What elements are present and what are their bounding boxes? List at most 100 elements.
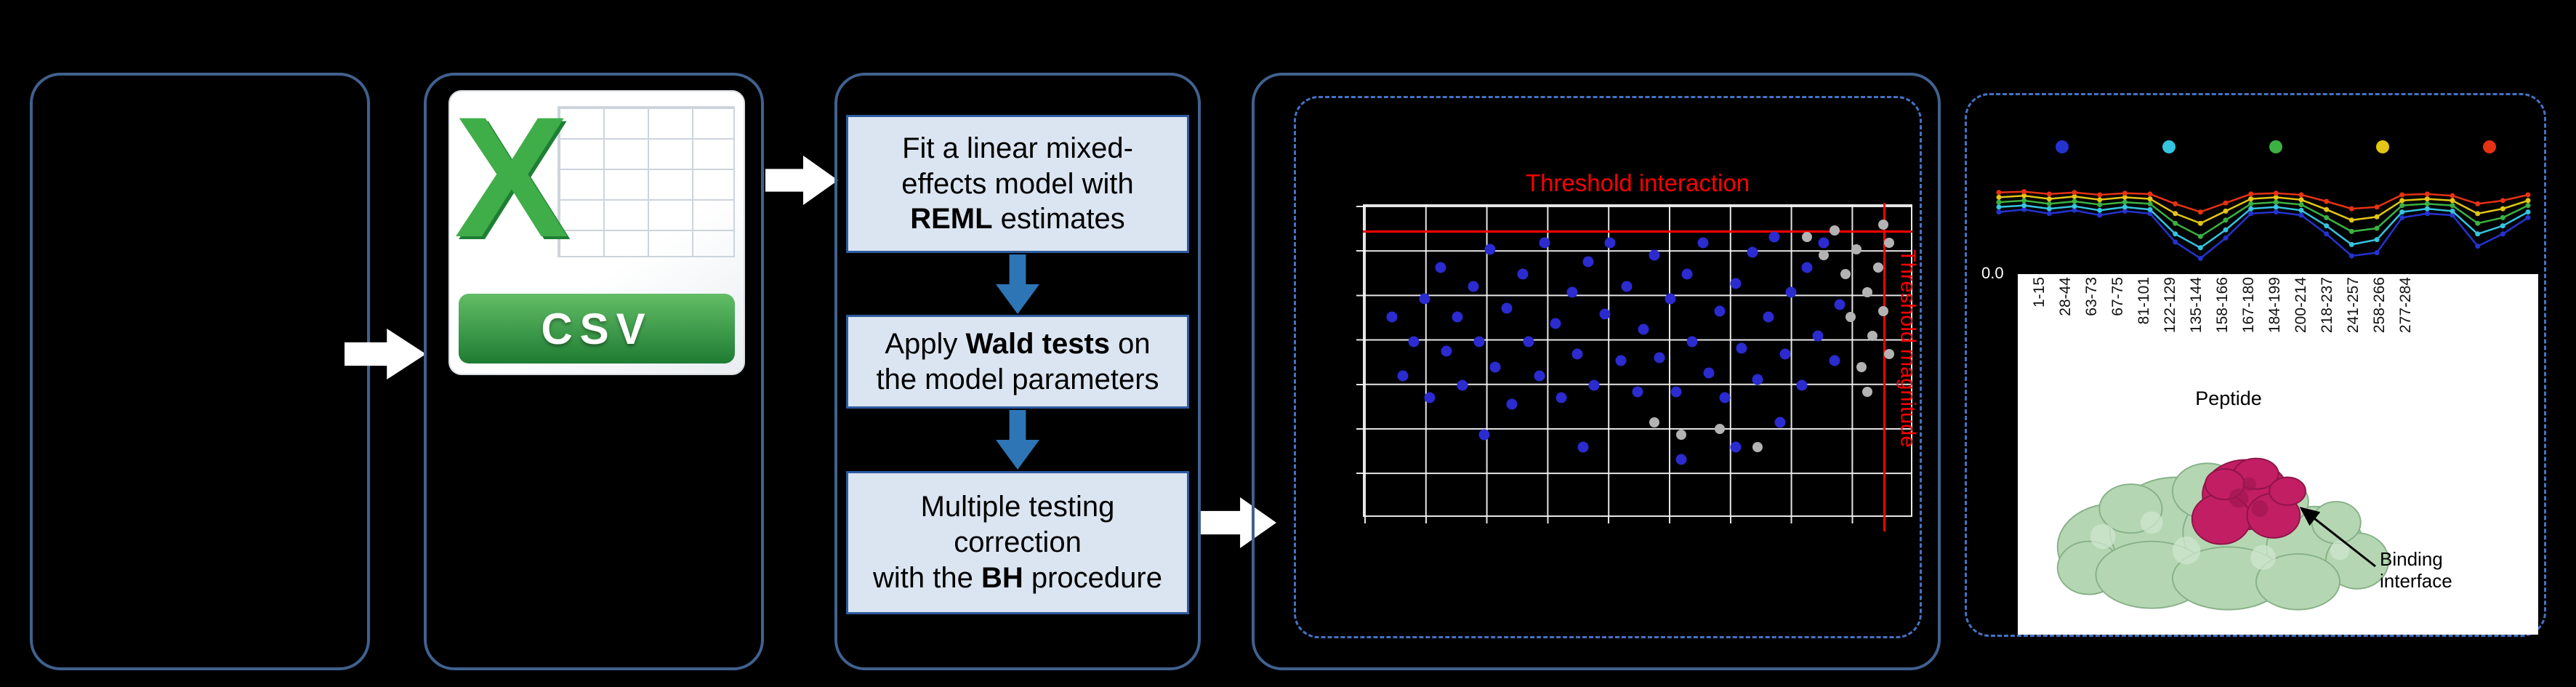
timepoint-legend-dot	[2376, 140, 2389, 153]
uptake-line	[1998, 204, 2529, 249]
step-wald-tests: Apply Wald tests on the model parameters	[846, 315, 1189, 409]
uptake-point	[2525, 198, 2531, 204]
peptide-tick-label: 167-180	[2240, 277, 2257, 334]
uptake-point	[2324, 198, 2330, 204]
uptake-point	[2450, 193, 2455, 198]
scatter-point-significant	[1703, 367, 1715, 379]
uptake-point	[2021, 206, 2027, 212]
scatter-point-significant	[1484, 244, 1496, 255]
scatter-point-significant	[1632, 386, 1643, 398]
scatter-point-nonsignificant	[1867, 330, 1878, 341]
peptide-tick-label: 67-75	[2109, 277, 2126, 316]
spreadsheet-grid-icon	[558, 106, 735, 257]
peptide-tick-label: 277-284	[2397, 277, 2414, 334]
uptake-point	[2248, 211, 2254, 217]
uptake-point	[2475, 201, 2481, 206]
scatter-point-nonsignificant	[1878, 219, 1889, 230]
uptake-point	[2173, 211, 2178, 217]
uptake-point	[2525, 203, 2531, 209]
uptake-point	[2424, 191, 2430, 197]
scatter-point-significant	[1501, 302, 1513, 314]
y-axis-tick-label: 0.0	[1981, 264, 2004, 282]
scatter-point-significant	[1649, 249, 1660, 261]
panel-csv-input: X CSV	[424, 73, 764, 670]
uptake-point	[2424, 201, 2430, 206]
uptake-point	[2021, 198, 2027, 204]
uptake-point	[2399, 214, 2405, 220]
uptake-point	[2348, 217, 2354, 223]
peptide-tick-label: 258-266	[2371, 277, 2388, 334]
uptake-point	[2374, 204, 2380, 210]
peptide-tick-label: 63-73	[2083, 277, 2100, 316]
scatter-point-significant	[1435, 262, 1446, 273]
scatter-point-significant	[1670, 386, 1682, 398]
scatter-point-significant	[1615, 355, 1627, 366]
uptake-point	[2122, 190, 2128, 196]
scatter-point-nonsignificant	[1818, 250, 1829, 261]
csv-file-icon: X CSV	[448, 81, 745, 375]
uptake-point	[2298, 212, 2304, 218]
peptide-tick-label: 122-129	[2162, 277, 2178, 334]
uptake-point	[2424, 211, 2430, 217]
scatter-point-significant	[1730, 441, 1742, 453]
scatter-point-significant	[1604, 237, 1616, 249]
csv-banner-label: CSV	[541, 304, 653, 353]
uptake-point	[2248, 196, 2254, 202]
scatter-point-significant	[1555, 392, 1567, 403]
panel-raw-data	[30, 73, 370, 670]
timepoint-legend-dot	[2056, 140, 2069, 153]
scatter-point-significant	[1686, 336, 1698, 347]
uptake-point	[2500, 206, 2505, 212]
scatter-point-nonsignificant	[1829, 225, 1840, 236]
uptake-point	[2324, 223, 2330, 229]
uptake-point	[1996, 204, 2002, 210]
scatter-points-layer	[1364, 206, 1911, 515]
scatter-point-nonsignificant	[1872, 262, 1883, 273]
uptake-point	[2298, 197, 2304, 203]
uptake-point	[2097, 197, 2103, 203]
uptake-point	[2147, 211, 2153, 217]
peptide-tick-label: 1-15	[2031, 277, 2048, 308]
scatter-point-significant	[1829, 355, 1840, 366]
peptide-axis-title: Peptide	[2195, 387, 2262, 409]
peptide-tick-label: 81-101	[2136, 277, 2152, 325]
uptake-point	[2122, 208, 2128, 214]
uptake-point	[2046, 211, 2052, 217]
uptake-point	[2072, 204, 2077, 209]
uptake-point	[2173, 231, 2178, 237]
scatter-point-significant	[1386, 311, 1398, 323]
uptake-point	[2324, 214, 2330, 220]
scatter-point-significant	[1468, 281, 1479, 292]
uptake-point	[2324, 231, 2330, 237]
uptake-point	[2500, 214, 2505, 220]
vertical-threshold-line	[1883, 203, 1886, 531]
uptake-point	[2525, 214, 2531, 220]
scatter-point-significant	[1796, 379, 1808, 391]
scatter-point-significant	[1506, 398, 1518, 410]
scatter-point-significant	[1588, 379, 1600, 391]
uptake-point	[2248, 206, 2254, 212]
timepoint-legend-dot	[2483, 140, 2496, 153]
uptake-point	[2097, 202, 2103, 207]
uptake-point	[2197, 255, 2203, 261]
timepoint-legend-dot	[2269, 140, 2282, 153]
peptide-results-panel: 0.0 1-15 28-44 63-73 67-75 81-101 122-129 135-…	[1965, 93, 2546, 637]
scatter-point-significant	[1577, 441, 1589, 453]
scatter-point-significant	[1424, 392, 1436, 403]
uptake-point	[2273, 194, 2279, 200]
uptake-point	[2072, 193, 2077, 199]
scatter-point-significant	[1489, 361, 1501, 373]
uptake-point	[2450, 198, 2455, 204]
uptake-point	[2399, 209, 2405, 215]
scatter-point-significant	[1599, 308, 1611, 320]
uptake-point	[2097, 207, 2103, 213]
scatter-point-significant	[1747, 246, 1758, 258]
scatter-point-nonsignificant	[1676, 430, 1687, 441]
down-arrow-icon	[996, 254, 1039, 314]
uptake-point	[2173, 220, 2178, 226]
scatter-plot: Threshold magnitude	[1356, 203, 1919, 531]
uptake-point	[2147, 191, 2153, 197]
scatter-point-significant	[1736, 342, 1747, 354]
scatter-point-nonsignificant	[1840, 268, 1851, 279]
